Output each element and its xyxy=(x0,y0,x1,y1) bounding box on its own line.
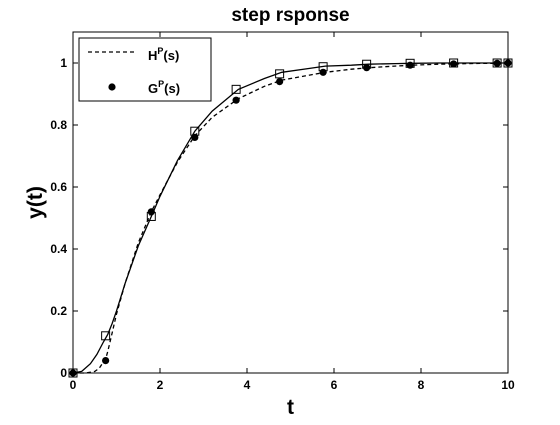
x-tick-label: 6 xyxy=(331,378,338,392)
legend-label-hp: HP(s) xyxy=(148,46,179,63)
circle-marker xyxy=(276,78,284,86)
legend-label-gp-base: G xyxy=(148,81,158,96)
legend-label-hp-base: H xyxy=(148,48,157,63)
square-marker xyxy=(231,84,241,94)
series-line-solid xyxy=(72,62,508,374)
y-tick-label: 0.2 xyxy=(50,304,67,318)
y-tick-label: 0.6 xyxy=(50,180,67,194)
chart-legend: HP(s) GP(s) xyxy=(78,37,212,102)
x-tick-label: 2 xyxy=(157,378,164,392)
square-marker xyxy=(275,69,285,79)
square-marker xyxy=(101,331,111,341)
x-axis-label: t xyxy=(287,396,294,419)
legend-label-gp-sup: P xyxy=(158,79,164,89)
circle-marker xyxy=(450,60,458,68)
x-tick-label: 4 xyxy=(244,378,251,392)
legend-label-hp-suffix: (s) xyxy=(163,48,179,63)
circle-marker xyxy=(147,208,155,216)
legend-circle-marker-sample xyxy=(108,83,116,91)
legend-box xyxy=(78,37,212,102)
circle-marker xyxy=(493,59,501,67)
y-tick-label: 0.4 xyxy=(50,242,67,256)
y-tick-label: 0 xyxy=(60,366,67,380)
circle-marker xyxy=(319,68,327,76)
data-layer xyxy=(68,58,513,378)
y-axis-label: y(t) xyxy=(24,186,47,219)
y-tick-label: 0.8 xyxy=(50,118,67,132)
circle-marker xyxy=(102,357,110,365)
tick-layer: 0 2 4 6 8 10 0 0.2 0.4 0.6 0.8 1 xyxy=(50,32,515,392)
x-tick-label: 10 xyxy=(501,378,515,392)
circle-marker xyxy=(191,133,199,141)
legend-label-gp-suffix: (s) xyxy=(164,81,180,96)
x-tick-label: 8 xyxy=(418,378,425,392)
circle-marker xyxy=(406,61,414,69)
legend-label-hp-sup: P xyxy=(157,46,163,56)
chart-title: step rsponse xyxy=(231,5,349,26)
x-tick-label: 0 xyxy=(70,378,77,392)
y-tick-label: 1 xyxy=(60,56,67,70)
legend-label-gp: GP(s) xyxy=(148,79,180,96)
circle-marker xyxy=(232,96,240,104)
square-marker xyxy=(492,58,502,68)
circle-marker xyxy=(363,64,371,72)
